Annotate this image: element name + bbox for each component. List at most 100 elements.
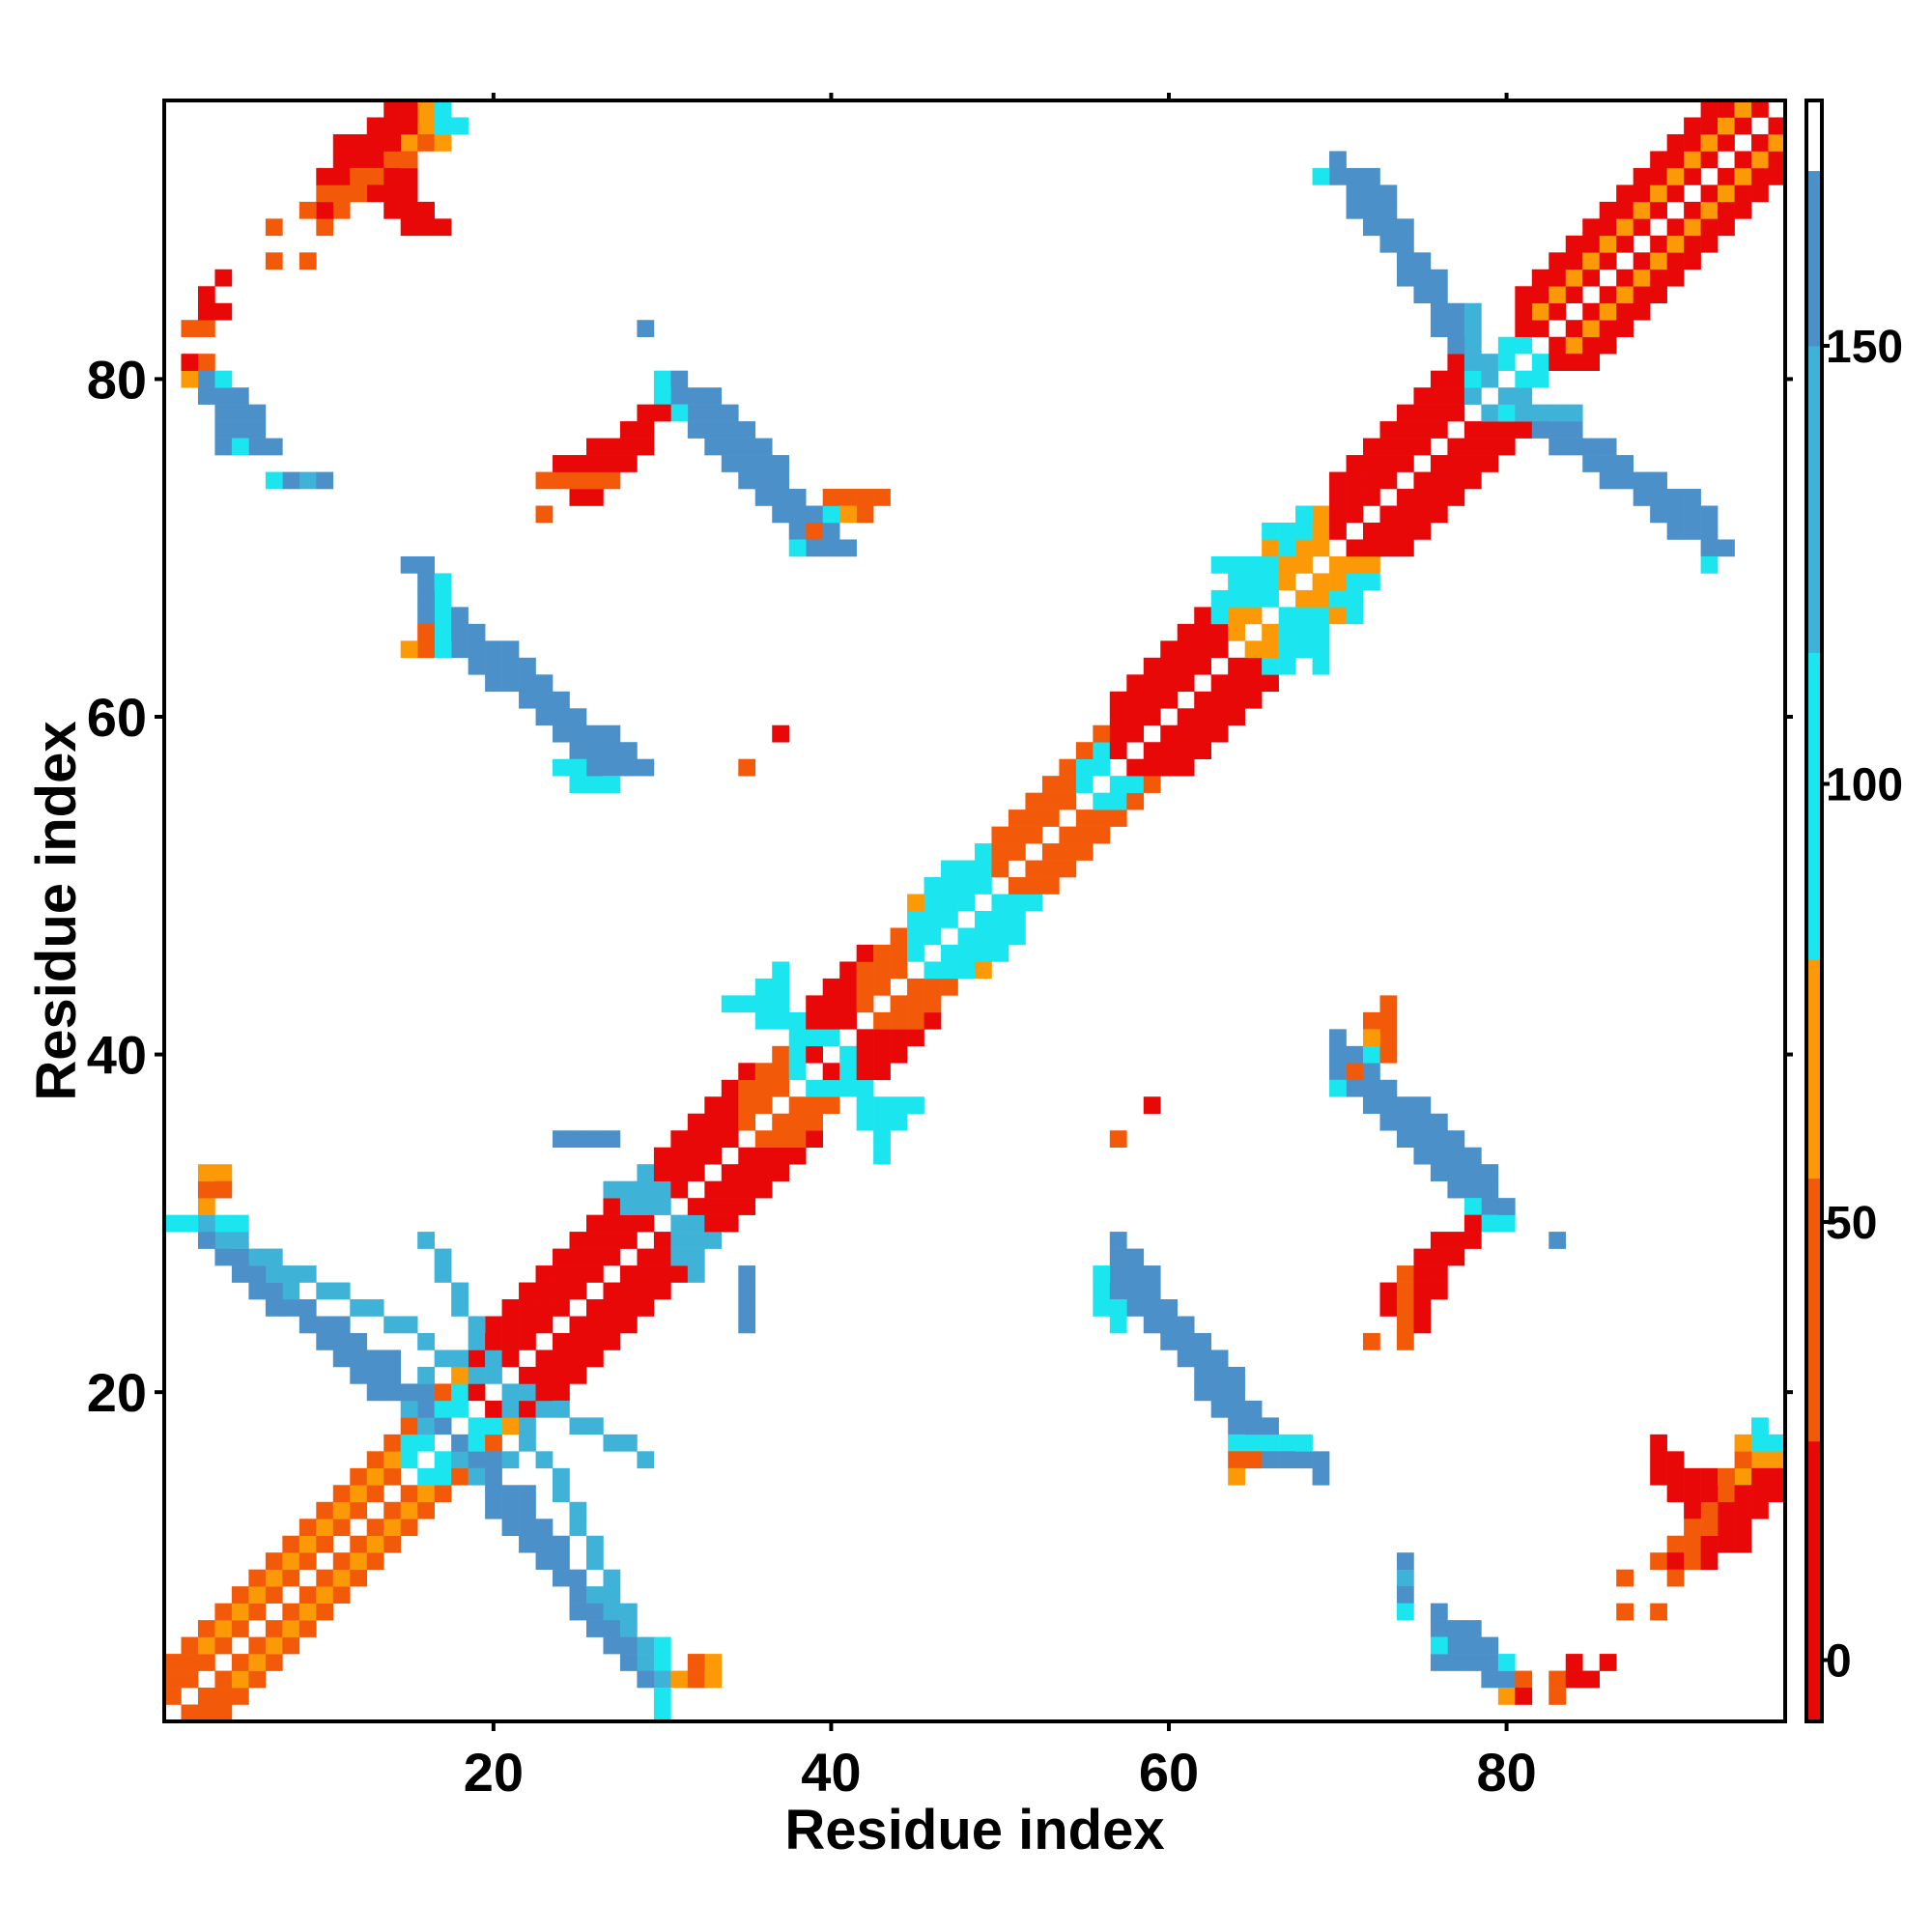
heatmap-cell bbox=[1700, 555, 1719, 574]
heatmap-cell bbox=[1413, 1265, 1432, 1283]
heatmap-cell bbox=[585, 1332, 604, 1350]
heatmap-cell bbox=[772, 471, 790, 490]
heatmap-cell bbox=[907, 894, 924, 912]
heatmap-cell bbox=[1700, 1535, 1719, 1553]
heatmap-cell bbox=[350, 133, 368, 152]
heatmap-cell bbox=[754, 1096, 773, 1115]
heatmap-cell bbox=[265, 1248, 283, 1266]
heatmap-cell bbox=[603, 1434, 621, 1452]
heatmap-cell bbox=[248, 1586, 267, 1604]
heatmap-cell bbox=[400, 117, 418, 135]
heatmap-cell bbox=[1160, 758, 1179, 777]
heatmap-cell bbox=[417, 573, 435, 591]
heatmap-cell bbox=[1278, 657, 1296, 675]
heatmap-cell bbox=[1143, 1096, 1161, 1115]
heatmap-cell bbox=[975, 927, 992, 946]
heatmap-cell bbox=[1244, 691, 1263, 709]
heatmap-cell bbox=[839, 1063, 857, 1081]
heatmap-cell bbox=[1430, 370, 1448, 388]
heatmap-cell bbox=[501, 1350, 520, 1368]
heatmap-cell bbox=[384, 1383, 402, 1402]
heatmap-cell bbox=[890, 1029, 908, 1047]
heatmap-cell bbox=[1075, 758, 1094, 777]
heatmap-cell bbox=[366, 1467, 384, 1486]
heatmap-cell bbox=[585, 724, 604, 743]
heatmap-cell bbox=[434, 218, 452, 237]
heatmap-cell bbox=[1718, 539, 1735, 557]
heatmap-cell bbox=[653, 1282, 671, 1300]
heatmap-cell bbox=[569, 1366, 587, 1384]
heatmap-cell bbox=[535, 1366, 554, 1384]
heatmap-cell bbox=[1718, 201, 1735, 219]
heatmap-cell bbox=[1075, 843, 1094, 861]
heatmap-cell bbox=[485, 1467, 502, 1486]
heatmap-cell bbox=[1413, 404, 1432, 422]
heatmap-cell bbox=[451, 1350, 469, 1368]
heatmap-cell bbox=[585, 1299, 604, 1317]
heatmap-cell bbox=[553, 1248, 570, 1266]
heatmap-cell bbox=[519, 1400, 536, 1418]
heatmap-cell bbox=[1160, 1332, 1179, 1350]
heatmap-cell bbox=[1582, 1670, 1601, 1689]
heatmap-cell bbox=[553, 1282, 570, 1300]
heatmap-cell bbox=[197, 1620, 215, 1637]
heatmap-cell bbox=[1008, 927, 1026, 946]
heatmap-cell bbox=[316, 218, 334, 237]
heatmap-cell bbox=[553, 1265, 570, 1283]
heatmap-cell bbox=[1143, 742, 1161, 759]
heatmap-cell bbox=[1346, 167, 1364, 185]
heatmap-cell bbox=[1363, 1011, 1380, 1030]
heatmap-cell bbox=[721, 1096, 739, 1115]
heatmap-cell bbox=[417, 1501, 435, 1520]
heatmap-cell bbox=[197, 1164, 215, 1181]
colorbar-band bbox=[1806, 958, 1822, 1179]
heatmap-cell bbox=[569, 1569, 587, 1587]
heatmap-cell bbox=[366, 117, 384, 135]
heatmap-cell bbox=[316, 1316, 334, 1334]
heatmap-cell bbox=[1430, 455, 1448, 472]
heatmap-cell bbox=[1228, 1400, 1245, 1418]
heatmap-cell bbox=[637, 1214, 655, 1233]
heatmap-cell bbox=[197, 1688, 215, 1705]
heatmap-cell bbox=[1599, 336, 1617, 355]
heatmap-cell bbox=[637, 1670, 655, 1689]
heatmap-cell bbox=[1329, 573, 1347, 591]
heatmap-cell bbox=[1599, 302, 1617, 321]
heatmap-cell bbox=[1565, 269, 1583, 287]
heatmap-cell bbox=[1447, 1248, 1465, 1266]
x-tick-label: 20 bbox=[464, 1742, 524, 1803]
heatmap-cell bbox=[400, 1434, 418, 1452]
heatmap-cell bbox=[282, 1569, 300, 1587]
heatmap-cell bbox=[1515, 320, 1533, 338]
heatmap-cell bbox=[434, 1383, 452, 1402]
heatmap-cell bbox=[501, 640, 520, 659]
heatmap-cell bbox=[687, 1265, 705, 1283]
heatmap-cell bbox=[1531, 421, 1549, 439]
heatmap-cell bbox=[553, 455, 570, 472]
heatmap-cell bbox=[1379, 1029, 1398, 1047]
heatmap-cell bbox=[265, 1299, 283, 1317]
heatmap-cell bbox=[822, 522, 840, 540]
heatmap-cell bbox=[1059, 860, 1077, 878]
heatmap-cell bbox=[417, 1400, 435, 1418]
heatmap-cell bbox=[1684, 252, 1701, 270]
heatmap-cell bbox=[1059, 792, 1077, 810]
heatmap-cell bbox=[1363, 1079, 1380, 1097]
heatmap-cell bbox=[553, 708, 570, 726]
heatmap-cell bbox=[603, 1586, 621, 1604]
heatmap-cell bbox=[451, 1282, 469, 1300]
heatmap-cell bbox=[637, 1164, 655, 1181]
heatmap-cell bbox=[282, 1636, 300, 1655]
heatmap-cell bbox=[1329, 505, 1347, 524]
heatmap-cell bbox=[1363, 471, 1380, 490]
heatmap-cell bbox=[451, 1451, 469, 1469]
heatmap-cell bbox=[1295, 1434, 1313, 1452]
heatmap-cell bbox=[1346, 471, 1364, 490]
heatmap-cell bbox=[1295, 522, 1313, 540]
heatmap-cell bbox=[417, 640, 435, 659]
heatmap-cell bbox=[451, 1383, 469, 1402]
heatmap-cell bbox=[164, 1654, 182, 1671]
heatmap-cell bbox=[670, 387, 689, 405]
heatmap-cell bbox=[1177, 640, 1195, 659]
heatmap-cell bbox=[569, 1350, 587, 1368]
